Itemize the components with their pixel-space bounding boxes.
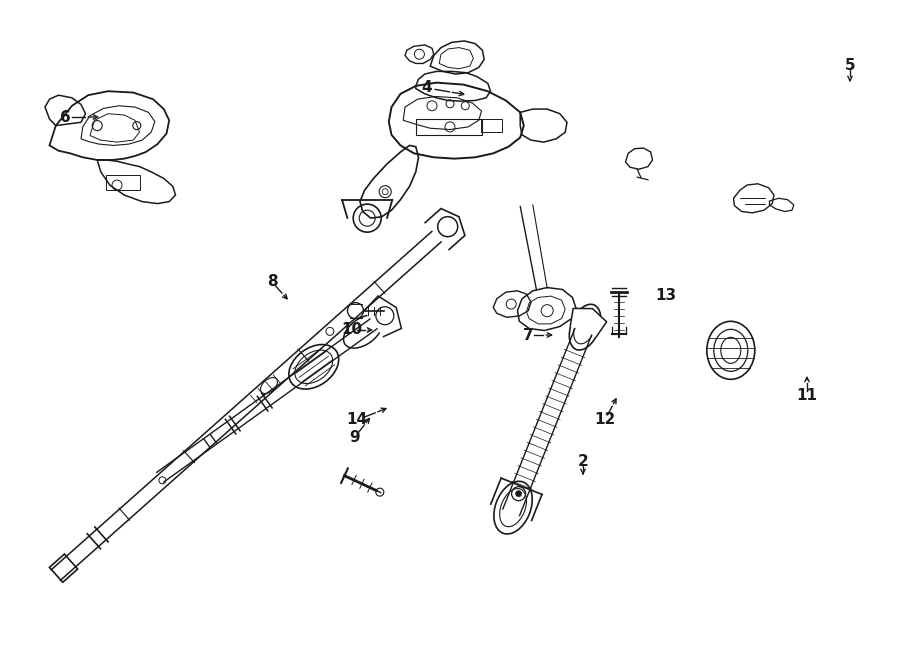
Text: 7: 7 — [523, 327, 534, 342]
Text: 5: 5 — [845, 59, 855, 73]
Ellipse shape — [289, 344, 338, 389]
Text: 14: 14 — [346, 412, 367, 428]
Ellipse shape — [344, 315, 382, 348]
Ellipse shape — [706, 321, 755, 379]
Ellipse shape — [494, 481, 532, 534]
Text: 6: 6 — [59, 110, 70, 124]
Text: 8: 8 — [266, 274, 277, 290]
Text: 2: 2 — [578, 455, 589, 469]
Text: 12: 12 — [594, 412, 616, 428]
Text: 10: 10 — [341, 323, 363, 338]
Circle shape — [516, 490, 522, 496]
Text: 13: 13 — [655, 288, 677, 303]
Ellipse shape — [714, 329, 748, 371]
Polygon shape — [571, 309, 607, 337]
Text: 9: 9 — [350, 430, 360, 444]
Polygon shape — [364, 296, 401, 337]
Text: 11: 11 — [796, 387, 817, 403]
Text: 4: 4 — [422, 81, 432, 95]
Ellipse shape — [570, 304, 601, 350]
